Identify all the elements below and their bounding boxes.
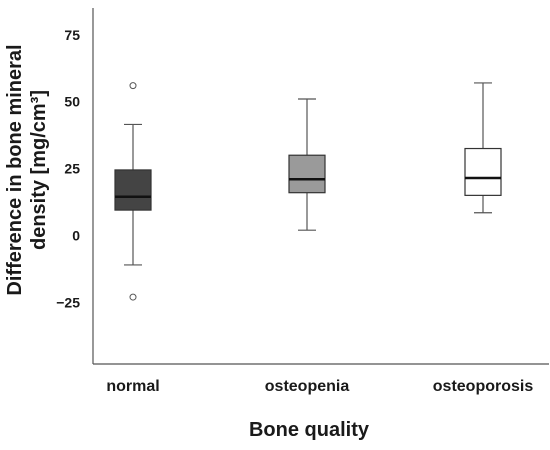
box-normal bbox=[114, 82, 152, 301]
iqr-box bbox=[114, 169, 152, 211]
axes bbox=[92, 8, 549, 365]
iqr-box bbox=[288, 154, 326, 194]
x-axis-categories: normal osteopenia osteoporosis bbox=[106, 378, 533, 395]
y-tick-label: 0 bbox=[72, 228, 80, 244]
box-series bbox=[114, 82, 502, 301]
y-axis-title-line-2: density [mg/cm³] bbox=[28, 90, 50, 250]
y-tick-label: −25 bbox=[56, 294, 80, 310]
x-category-label: normal bbox=[106, 378, 159, 395]
y-tick-label: 50 bbox=[64, 94, 80, 110]
box-osteopenia bbox=[288, 98, 326, 231]
x-category-label: osteopenia bbox=[265, 378, 350, 395]
outlier-point bbox=[129, 82, 137, 90]
y-axis-ticks: 75 50 25 0 −25 bbox=[56, 27, 80, 311]
x-axis-title: Bone quality bbox=[249, 419, 370, 441]
iqr-box bbox=[464, 147, 502, 196]
y-axis-title-line-1: Difference in bone mineral bbox=[4, 44, 26, 295]
y-tick-label: 75 bbox=[64, 27, 80, 43]
x-category-label: osteoporosis bbox=[433, 378, 534, 395]
box-osteoporosis bbox=[464, 82, 502, 214]
y-tick-label: 25 bbox=[64, 161, 80, 177]
outlier-point bbox=[129, 293, 137, 301]
